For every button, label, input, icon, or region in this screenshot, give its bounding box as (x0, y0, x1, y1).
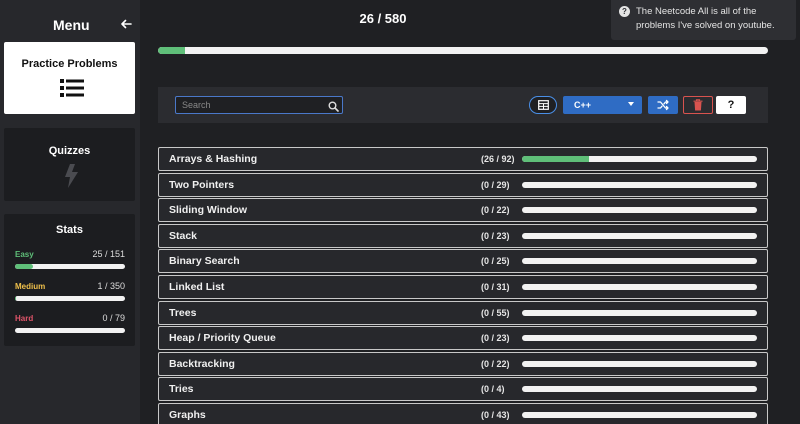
language-select[interactable]: C++ (563, 96, 642, 114)
topic-count: (26 / 92) (481, 154, 515, 164)
topic-progress-bar (522, 156, 757, 162)
topic-name: Binary Search (169, 255, 240, 268)
stat-medium-count: 1 / 350 (97, 281, 125, 291)
topic-progress-bar (522, 181, 757, 188)
toolbar: C++ ? (158, 87, 768, 123)
stat-medium-label: Medium (15, 282, 46, 291)
table-view-button[interactable] (529, 96, 557, 114)
topic-count: (0 / 31) (481, 281, 510, 292)
topic-count: (0 / 22) (481, 358, 510, 369)
topic-count: (0 / 55) (481, 307, 510, 318)
topic-name: Tries (169, 383, 194, 396)
overall-solved-count: 26 / 580 (359, 11, 407, 26)
topic-row[interactable]: Trees (0 / 55) (158, 300, 768, 325)
topic-row[interactable]: Binary Search (0 / 25) (158, 249, 768, 274)
practice-problems-card[interactable]: Practice Problems (4, 42, 135, 114)
language-select-value: C++ (574, 100, 592, 110)
menu-title: Menu (53, 17, 90, 33)
search-icon[interactable] (328, 99, 339, 112)
topic-progress-bar (522, 386, 757, 393)
stat-hard: Hard 0 / 79 (15, 313, 125, 334)
topic-count: (0 / 23) (481, 230, 510, 241)
topic-list: Arrays & Hashing (26 / 92) Two Pointers (0 … (158, 147, 768, 424)
sidebar: Menu Practice Problems Quizzes Stats Eas… (0, 0, 140, 424)
topic-count: (0 / 25) (481, 256, 510, 267)
stat-medium: Medium 1 / 350 (15, 281, 125, 302)
topic-row[interactable]: Backtracking (0 / 22) (158, 351, 768, 376)
topic-count: (0 / 22) (481, 205, 510, 216)
help-button[interactable]: ? (716, 96, 746, 114)
shuffle-button[interactable] (648, 96, 678, 114)
topic-progress-bar (522, 232, 757, 239)
topic-count: (0 / 29) (481, 179, 510, 190)
arrow-left-icon[interactable] (120, 17, 134, 31)
lightning-icon (64, 164, 80, 188)
topic-progress-bar (522, 360, 757, 367)
topic-row[interactable]: Arrays & Hashing (26 / 92) (158, 147, 768, 171)
topic-count: (0 / 23) (481, 333, 510, 344)
stats-card: Stats Easy 25 / 151 Medium 1 / 350 Hard … (4, 214, 135, 346)
trash-icon (693, 99, 703, 111)
table-icon (538, 100, 549, 110)
shuffle-icon (657, 99, 669, 111)
stat-hard-count: 0 / 79 (102, 313, 125, 323)
topic-name: Sliding Window (169, 204, 248, 217)
topic-row[interactable]: Sliding Window (0 / 22) (158, 198, 768, 223)
topic-progress-bar (522, 335, 757, 342)
topic-progress-bar (522, 309, 757, 316)
quizzes-card[interactable]: Quizzes (4, 128, 135, 201)
menu-header: Menu (0, 0, 140, 38)
stat-easy-progress-bar (15, 264, 125, 269)
overall-progress-bar (158, 47, 768, 54)
topic-name: Heap / Priority Queue (169, 332, 276, 345)
topic-name: Trees (169, 306, 197, 319)
reset-progress-button[interactable] (683, 96, 713, 114)
topic-name: Two Pointers (169, 178, 235, 191)
tooltip-text: The Neetcode All is all of the problems … (636, 6, 775, 31)
stat-hard-label: Hard (15, 314, 34, 323)
practice-problems-label: Practice Problems (21, 58, 118, 70)
overall-progress-fill (158, 47, 186, 54)
stat-easy-progress-fill (15, 264, 34, 269)
topic-name: Arrays & Hashing (169, 153, 258, 165)
search-input[interactable] (182, 97, 322, 113)
topic-name: Linked List (169, 280, 225, 293)
topic-progress-bar (522, 411, 757, 418)
chevron-down-icon (628, 102, 634, 106)
list-icon (60, 78, 84, 100)
stat-easy-label: Easy (15, 250, 34, 259)
topic-count: (0 / 43) (481, 409, 510, 420)
topic-progress-bar (522, 258, 757, 265)
topic-count: (0 / 4) (481, 384, 505, 395)
topic-name: Graphs (169, 408, 206, 421)
topic-progress-fill (522, 156, 589, 162)
topic-progress-bar (522, 207, 757, 214)
topic-row[interactable]: Two Pointers (0 / 29) (158, 172, 768, 197)
topic-row[interactable]: Tries (0 / 4) (158, 377, 768, 402)
topic-progress-bar (522, 283, 757, 290)
stat-hard-progress-bar (15, 328, 125, 333)
stat-medium-progress-bar (15, 296, 125, 301)
info-tooltip: ? The Neetcode All is all of the problem… (611, 0, 796, 40)
search-box[interactable] (175, 96, 343, 114)
topic-row[interactable]: Heap / Priority Queue (0 / 23) (158, 326, 768, 351)
stat-easy: Easy 25 / 151 (15, 249, 125, 270)
topic-row[interactable]: Graphs (0 / 43) (158, 402, 768, 424)
stat-easy-count: 25 / 151 (92, 249, 125, 259)
quizzes-label: Quizzes (48, 145, 91, 157)
topic-row[interactable]: Stack (0 / 23) (158, 223, 768, 248)
stats-label: Stats (56, 224, 83, 236)
topic-name: Backtracking (169, 357, 235, 370)
topic-name: Stack (169, 229, 198, 242)
topic-row[interactable]: Linked List (0 / 31) (158, 274, 768, 299)
question-circle-icon: ? (619, 6, 630, 17)
